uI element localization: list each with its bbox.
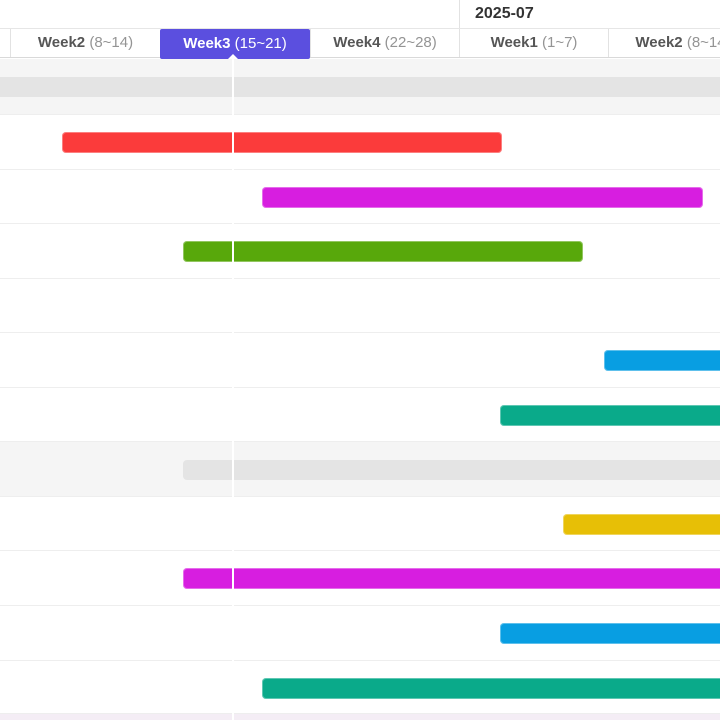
task-row [0, 388, 720, 442]
week-header-row: Week2 (8~14) Week3 (15~21) Week4 (22~28) We… [0, 29, 720, 59]
task-bar-blue[interactable] [604, 350, 720, 371]
clipped-bottom-row [0, 714, 720, 720]
task-bar-yellow[interactable] [563, 514, 720, 535]
week-tab-label: Week3 [183, 35, 231, 52]
task-row [0, 170, 720, 224]
week-tab-week2-0[interactable]: Week2 (8~14) [10, 29, 160, 57]
task-bar-red[interactable] [62, 132, 502, 153]
task-bar-magenta[interactable] [183, 568, 720, 589]
task-row [0, 551, 720, 606]
task-bar-teal[interactable] [500, 405, 720, 426]
task-bar-blue[interactable] [500, 623, 720, 644]
task-row [0, 279, 720, 333]
week-tab-label: Week2 [635, 34, 683, 51]
week-tab-range: (8~14) [686, 34, 720, 51]
group-summary-row [0, 442, 720, 497]
task-row [0, 661, 720, 714]
week-tab-range: (15~21) [230, 35, 287, 52]
week-tab-label: Week4 [333, 34, 381, 51]
task-row [0, 115, 720, 170]
week-tab-label: Week1 [490, 34, 538, 51]
task-row [0, 333, 720, 388]
task-bar-magenta[interactable] [262, 187, 703, 208]
summary-bar[interactable] [183, 460, 720, 480]
task-row [0, 606, 720, 661]
month-divider-line [459, 0, 460, 28]
week-tab-range: (22~28) [380, 34, 437, 51]
task-bar-teal[interactable] [262, 678, 720, 699]
group-summary-row [0, 59, 720, 115]
week-tab-range: (1~7) [537, 34, 578, 51]
summary-bar[interactable] [0, 77, 720, 97]
week-tab-week3-1[interactable]: Week3 (15~21) [160, 29, 310, 59]
task-row [0, 497, 720, 551]
week-tab-label: Week2 [37, 34, 86, 51]
month-header-row: 2025-07 [0, 0, 720, 29]
week-tab-week4-2[interactable]: Week4 (22~28) [310, 29, 459, 57]
task-row [0, 224, 720, 279]
task-bar-green[interactable] [183, 241, 583, 262]
month-label: 2025-07 [475, 5, 534, 22]
week-tab-week1-3[interactable]: Week1 (1~7) [459, 29, 608, 57]
week-tab-range: (8~14) [85, 34, 134, 51]
week-tab-week2-4[interactable]: Week2 (8~14) [608, 29, 720, 57]
